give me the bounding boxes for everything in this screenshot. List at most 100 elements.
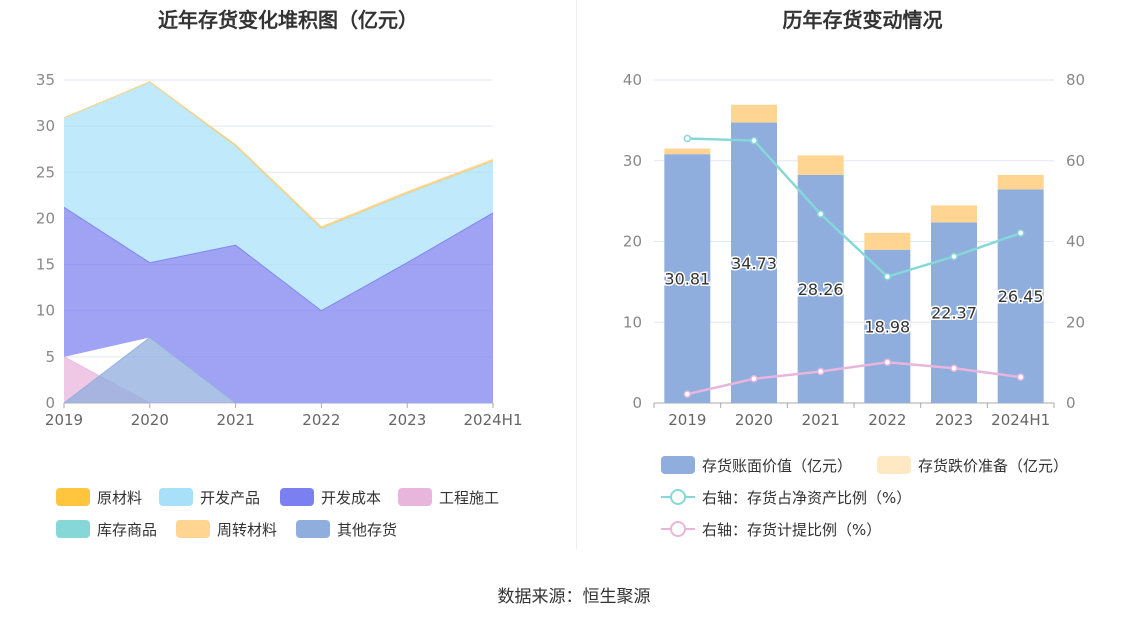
right-x-tick-label: 2021 xyxy=(802,411,840,429)
right-x-tick-label: 2020 xyxy=(735,411,773,429)
line-point xyxy=(683,134,692,143)
data-source-note: 数据来源：恒生聚源 xyxy=(497,587,651,607)
area-开发产品 xyxy=(64,81,493,311)
legend-item[interactable]: 原材料 xyxy=(56,487,142,507)
left-axis-tick-label: 30 xyxy=(623,152,642,170)
legend-swatch xyxy=(398,488,432,506)
bar-value-label: 18.98 xyxy=(864,317,910,336)
bar-book-value xyxy=(997,189,1044,403)
legend-item[interactable]: 其他存货 xyxy=(296,519,397,539)
left-x-tick-label: 2024H1 xyxy=(464,411,523,429)
right-x-tick-label: 2023 xyxy=(935,411,973,429)
inventory-stacked-area-panel: 近年存货变化堆积图（亿元） 0 5 10 15 20 25 30 35 2019 2020 2021… xyxy=(0,0,576,560)
line-series xyxy=(687,360,1021,396)
legend-swatch xyxy=(661,456,695,474)
area-开发成本 xyxy=(64,207,493,403)
legend-item[interactable]: 库存商品 xyxy=(56,519,157,539)
line-point xyxy=(1016,229,1025,237)
legend-label: 右轴：存货占净资产比例（%） xyxy=(702,488,912,507)
right-x-tick-label: 2024H1 xyxy=(991,411,1050,429)
right-x-tick-label: 2019 xyxy=(668,411,706,429)
left-y-tick-label: 35 xyxy=(36,71,55,89)
legend-item[interactable]: 存货账面价值（亿元） xyxy=(661,455,852,475)
line-series xyxy=(687,137,1022,279)
left-x-tick-label: 2023 xyxy=(388,411,426,429)
right-x-tick-label: 2022 xyxy=(868,411,906,429)
bar-provision xyxy=(797,155,844,175)
inventory-change-panel: 历年存货变动情况 0 10 20 30 40 0 20 40 60 80 2019 2020 2021 2… xyxy=(577,0,1148,560)
line-point xyxy=(750,375,758,383)
line-point xyxy=(816,210,825,218)
area-其他存货 xyxy=(64,337,493,403)
left-axis-tick-label: 40 xyxy=(623,71,642,89)
left-axis-tick-label: 20 xyxy=(623,233,642,251)
bar-value-label: 34.73 xyxy=(731,254,777,273)
left-y-tick-label: 5 xyxy=(45,348,55,366)
legend-swatch xyxy=(661,487,695,507)
left-y-tick-label: 30 xyxy=(36,117,55,135)
left-x-tick-label: 2019 xyxy=(45,411,83,429)
bar-value-label: 26.45 xyxy=(998,287,1044,306)
bar-value-label: 28.26 xyxy=(798,280,844,299)
left-x-tick-label: 2020 xyxy=(131,411,169,429)
legend-item[interactable]: 右轴：存货占净资产比例（%） xyxy=(661,487,911,507)
legend-label: 工程施工 xyxy=(439,488,500,507)
legend-label: 其他存货 xyxy=(337,520,398,539)
line-point xyxy=(950,252,958,261)
bar-book-value xyxy=(664,154,711,403)
area-edge-其他存货 xyxy=(63,336,493,404)
legend-swatch xyxy=(56,520,90,538)
legend-label: 右轴：存货计提比例（%） xyxy=(702,520,882,539)
line-point xyxy=(683,390,692,398)
line-point xyxy=(816,367,825,376)
legend-label: 开发产品 xyxy=(200,488,261,507)
line-point xyxy=(883,272,892,281)
left-y-tick-label: 10 xyxy=(36,302,55,320)
left-y-tick-label: 15 xyxy=(36,256,55,274)
right-chart-title: 历年存货变动情况 xyxy=(782,8,943,32)
right-axis-tick-label: 40 xyxy=(1066,233,1085,251)
legend-label: 存货账面价值（亿元） xyxy=(702,456,853,475)
bar-provision xyxy=(731,104,777,123)
legend-label: 存货跌价准备（亿元） xyxy=(918,456,1069,475)
line-point xyxy=(883,358,892,366)
legend-item[interactable]: 右轴：存货计提比例（%） xyxy=(661,519,881,539)
bar-provision xyxy=(864,232,911,250)
bar-value-label: 30.81 xyxy=(664,270,710,289)
bar-book-value xyxy=(731,122,777,404)
legend-swatch xyxy=(56,488,90,506)
right-axis-tick-label: 60 xyxy=(1066,152,1085,170)
legend-swatch xyxy=(176,520,210,538)
stacked-area-chart: 0 5 10 15 20 25 30 35 2019 2020 2021 2022 2023 2024H1 xyxy=(36,71,523,429)
legend-swatch xyxy=(159,488,193,506)
legend-item[interactable]: 工程施工 xyxy=(398,487,499,507)
legend-swatch xyxy=(877,456,911,474)
legend-label: 开发成本 xyxy=(321,488,382,507)
legend-label: 周转材料 xyxy=(217,520,278,539)
area-edge-周转材料 xyxy=(63,81,494,228)
area-edge-开发成本 xyxy=(63,206,494,312)
right-axis-tick-label: 80 xyxy=(1066,71,1085,89)
left-y-tick-label: 0 xyxy=(45,394,55,412)
legend-item[interactable]: 开发产品 xyxy=(159,487,260,507)
legend-item[interactable]: 存货跌价准备（亿元） xyxy=(877,455,1068,475)
line-point xyxy=(950,364,958,373)
legend-swatch xyxy=(661,519,695,539)
bar-provision xyxy=(931,205,977,223)
left-y-tick-label: 25 xyxy=(36,163,55,181)
bar-line-combo-chart: 0 10 20 30 40 0 20 40 60 80 2019 2020 2021 2022 2023 20… xyxy=(623,71,1085,429)
legend-item[interactable]: 开发成本 xyxy=(280,487,381,507)
panel-divider xyxy=(576,0,577,550)
left-x-tick-label: 2021 xyxy=(217,411,255,429)
bar-value-label: 22.37 xyxy=(931,304,977,323)
legend-label: 原材料 xyxy=(97,488,143,507)
bar-book-value xyxy=(931,222,977,403)
bar-provision xyxy=(664,148,711,155)
line-point xyxy=(1016,373,1025,381)
left-chart-title: 近年存货变化堆积图（亿元） xyxy=(158,8,418,32)
legend-label: 库存商品 xyxy=(97,520,158,539)
legend-item[interactable]: 周转材料 xyxy=(176,519,277,539)
bar-provision xyxy=(997,174,1044,190)
left-x-tick-label: 2022 xyxy=(302,411,340,429)
legend-swatch xyxy=(280,488,314,506)
